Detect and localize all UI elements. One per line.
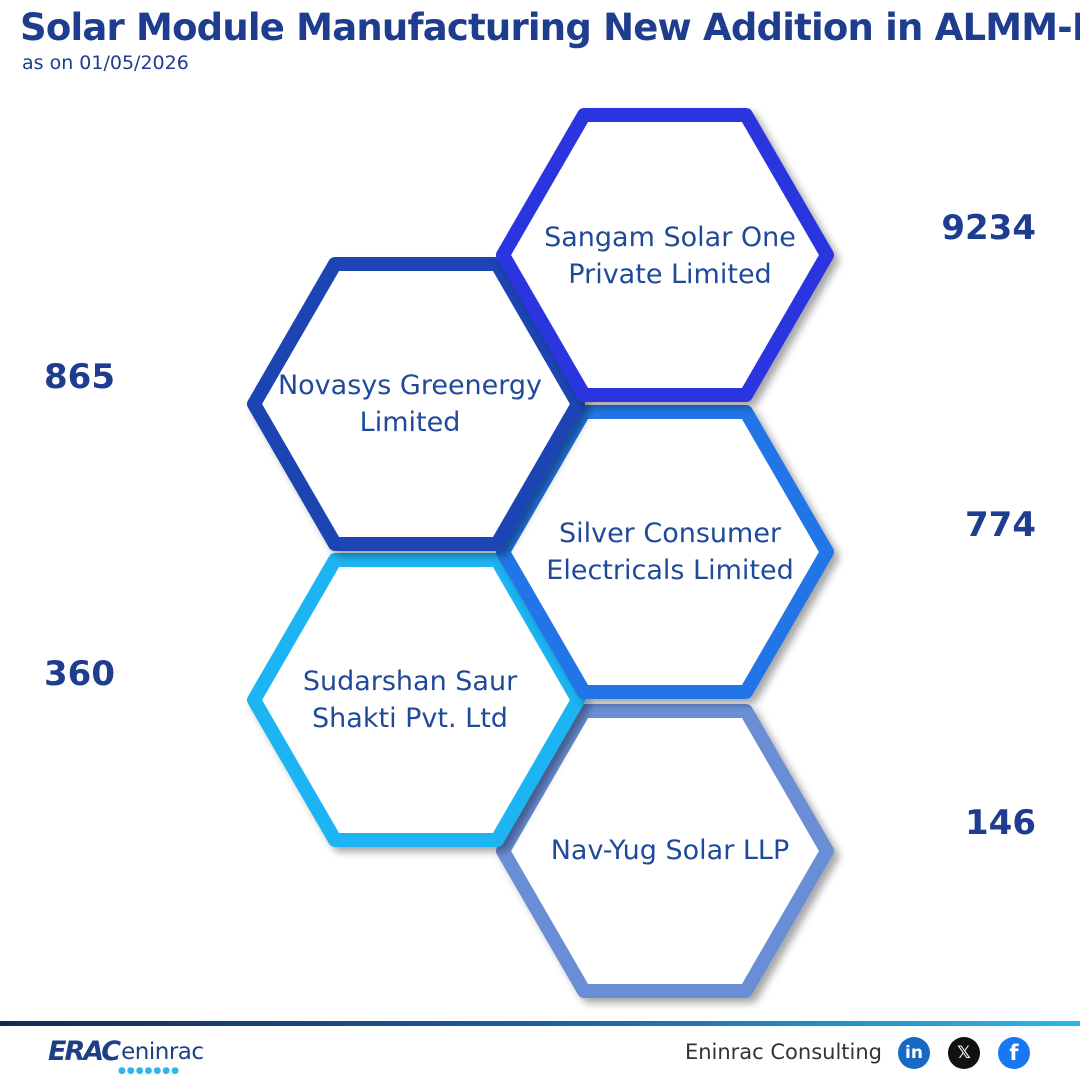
- value-navyug: 146: [965, 803, 1036, 843]
- company-label-novasys: Novasys Greenergy Limited: [260, 367, 560, 441]
- company-name-line: Sangam Solar One: [544, 222, 796, 253]
- company-label-silver: Silver Consumer Electricals Limited: [520, 515, 820, 589]
- footer-divider: [0, 1021, 1080, 1026]
- value-sangam: 9234: [941, 208, 1036, 248]
- company-name-line: Novasys Greenergy: [277, 370, 543, 401]
- company-name-line: Sudarshan Saur: [302, 666, 518, 697]
- company-name-line: Electricals Limited: [546, 555, 794, 586]
- page-subtitle: as on 01/05/2026: [22, 52, 189, 74]
- company-label-navyug: Nav-Yug Solar LLP: [520, 832, 820, 869]
- company-name-line: Silver Consumer: [558, 518, 782, 549]
- page-title: Solar Module Manufacturing New Addition …: [20, 6, 1080, 49]
- facebook-icon[interactable]: f: [998, 1037, 1030, 1069]
- hexagon-sangam: [496, 108, 834, 402]
- company-name-line: Shakti Pvt. Ltd: [312, 703, 508, 734]
- connector-lines: [42, 254, 1038, 852]
- linkedin-icon[interactable]: in: [898, 1037, 930, 1069]
- hexagon-silver: [496, 405, 834, 699]
- logo-dots-decoration: ●●●●●●●: [118, 1066, 180, 1076]
- company-name-line: Nav-Yug Solar LLP: [550, 835, 790, 866]
- value-sudarshan: 360: [44, 654, 115, 694]
- logo-mark: ERAC: [48, 1036, 121, 1067]
- company-label-sudarshan: Sudarshan Saur Shakti Pvt. Ltd: [260, 663, 560, 737]
- brand-name: Eninrac Consulting: [684, 1040, 882, 1064]
- company-name-line: Private Limited: [568, 259, 772, 290]
- eninrac-logo: ERAC eninrac ●●●●●●●: [48, 1036, 204, 1076]
- value-silver: 774: [965, 505, 1036, 545]
- company-label-sangam: Sangam Solar One Private Limited: [520, 219, 820, 293]
- hexagon-sudarshan: [247, 553, 585, 847]
- hexagon-navyug: [496, 704, 834, 998]
- value-novasys: 865: [44, 357, 115, 397]
- hexagon-novasys: [247, 257, 585, 551]
- x-icon[interactable]: 𝕏: [948, 1037, 980, 1069]
- company-name-line: Limited: [359, 407, 461, 438]
- logo-text: eninrac: [121, 1038, 204, 1065]
